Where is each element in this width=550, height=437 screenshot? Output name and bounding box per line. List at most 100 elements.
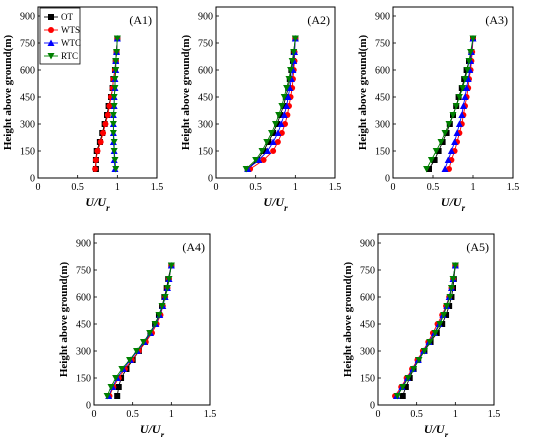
data-point-ot [115, 384, 122, 390]
y-tick-label: 300 [198, 120, 213, 131]
data-point-rtc [469, 35, 477, 42]
data-point-wtc [451, 138, 459, 145]
data-point-ot [431, 157, 438, 163]
data-point-wtc [286, 84, 294, 91]
data-point-rtc [110, 103, 118, 110]
data-point-wtc [277, 120, 285, 127]
data-point-rtc [437, 139, 445, 146]
data-point-ot [443, 312, 450, 318]
y-tick-label: 750 [20, 39, 35, 50]
y-tick-label: 600 [375, 66, 390, 77]
data-point-ot [399, 393, 406, 399]
panel-4: 0 150 300 450 600 750 900 0 0.5 1 1.5 Height above … [58, 233, 216, 437]
data-point-ot [114, 393, 121, 399]
legend-label-ot: OT [61, 12, 73, 22]
series-wtc [441, 35, 477, 172]
y-tick-label: 900 [375, 12, 390, 23]
data-point-wtc [274, 129, 282, 136]
data-point-rtc [288, 58, 296, 65]
y-tick-label: 750 [198, 39, 213, 50]
y-tick-label: 300 [76, 347, 91, 358]
x-axis-label: U/Ur [424, 422, 449, 437]
data-point-rtc [451, 262, 459, 269]
x-axis-label-main: U/U [424, 422, 446, 436]
data-point-rtc [426, 339, 434, 346]
y-axis-label: Height above ground(m) [58, 262, 70, 378]
panel-title: (A2) [307, 13, 330, 27]
data-point-wts [94, 148, 101, 154]
x-tick-label: 1.5 [329, 182, 342, 193]
data-point-rtc [285, 76, 293, 83]
data-point-rtc [139, 339, 147, 346]
y-tick-label: 600 [20, 66, 35, 77]
data-point-rtc [155, 312, 163, 319]
panel-1: 0 150 300 450 600 750 900 0 0.5 1 1.5 Height above … [2, 6, 164, 213]
x-tick-label: 0 [376, 409, 381, 420]
y-tick-label: 0 [385, 174, 390, 185]
data-point-wts [260, 157, 267, 163]
plot-frame [93, 233, 211, 406]
x-tick-label: 1.5 [151, 182, 164, 193]
y-tick-label: 0 [208, 174, 213, 185]
y-axis-label: Height above ground(m) [180, 35, 192, 151]
y-tick-label: 300 [20, 120, 35, 131]
data-point-wtc [444, 156, 452, 163]
y-tick-label: 150 [360, 374, 375, 385]
x-axis-label-main: U/U [140, 422, 162, 436]
y-axis-label: Height above ground(m) [2, 35, 14, 151]
y-tick-label: 900 [20, 12, 35, 23]
x-tick-label: 0 [36, 182, 41, 193]
data-point-rtc [268, 130, 276, 137]
data-point-rtc [112, 67, 120, 74]
data-point-wtc [459, 102, 467, 109]
data-point-rtc [449, 276, 457, 283]
data-point-wtc [453, 129, 461, 136]
data-point-rtc [280, 94, 288, 101]
x-tick-label: 0.5 [126, 409, 139, 420]
legend-marker-ot [48, 14, 54, 20]
data-point-rtc [440, 312, 448, 319]
y-tick-label: 150 [375, 147, 390, 158]
data-point-wtc [284, 93, 292, 100]
legend-marker-wts [48, 27, 54, 33]
panel-title: (A3) [485, 13, 508, 27]
x-axis-label: U/Ur [140, 422, 165, 437]
legend-marker-rtc [47, 53, 55, 60]
plot-frame [215, 6, 336, 179]
data-point-rtc [263, 139, 271, 146]
data-point-rtc [112, 166, 120, 173]
data-point-rtc [467, 49, 475, 56]
data-point-rtc [109, 112, 117, 119]
y-tick-label: 900 [360, 239, 375, 250]
series-rtc [393, 262, 459, 400]
data-point-rtc [118, 366, 126, 373]
data-point-rtc [113, 35, 121, 42]
data-point-rtc [423, 166, 431, 173]
x-axis-label-subscript: r [106, 203, 110, 213]
data-point-rtc [452, 103, 460, 110]
data-point-rtc [165, 276, 173, 283]
y-axis-label: Height above ground(m) [357, 35, 369, 151]
data-point-rtc [436, 321, 444, 328]
data-point-wtc [269, 138, 277, 145]
panel-3: 0 150 300 450 600 750 900 0 0.5 1 1.5 Height above … [357, 6, 519, 213]
data-point-rtc [465, 58, 473, 65]
x-tick-label: 1 [293, 182, 298, 193]
data-point-rtc [112, 58, 120, 65]
y-tick-label: 0 [370, 401, 375, 412]
series-rtc [109, 35, 121, 173]
y-tick-label: 900 [76, 239, 91, 250]
x-tick-label: 1.5 [488, 409, 501, 420]
panel-2: 0 150 300 450 600 750 900 0 0.5 1 1.5 Height above … [180, 6, 342, 213]
x-axis-label-main: U/U [263, 195, 285, 209]
y-tick-label: 0 [86, 401, 91, 412]
series-rtc [103, 262, 175, 400]
data-point-rtc [446, 294, 454, 301]
y-tick-label: 450 [198, 93, 213, 104]
panel-title: (A1) [129, 13, 152, 27]
y-tick-label: 750 [375, 39, 390, 50]
data-point-wts [104, 112, 111, 118]
series-wts [392, 262, 459, 399]
data-point-wtc [463, 84, 471, 91]
x-tick-label: 0.5 [249, 182, 262, 193]
